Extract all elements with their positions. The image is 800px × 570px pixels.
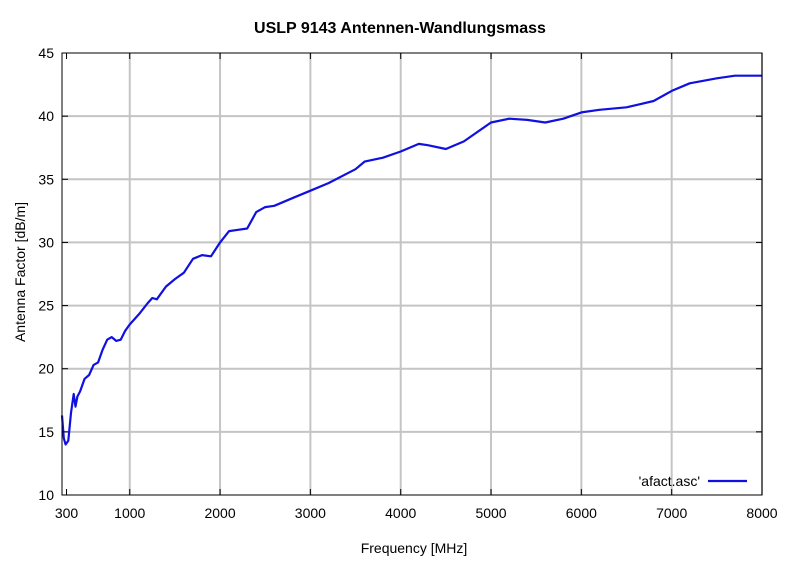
- y-tick-label: 30: [38, 234, 54, 250]
- x-tick-label: 3000: [295, 505, 326, 521]
- y-tick-label: 45: [38, 45, 54, 61]
- y-axis-label: Antenna Factor [dB/m]: [12, 202, 28, 342]
- y-tick-label: 20: [38, 361, 54, 377]
- x-tick-label: 7000: [656, 505, 687, 521]
- x-tick-label: 4000: [385, 505, 416, 521]
- x-axis-label: Frequency [MHz]: [361, 540, 468, 556]
- x-tick-label: 2000: [204, 505, 235, 521]
- x-tick-label: 300: [55, 505, 79, 521]
- legend-label: 'afact.asc': [639, 473, 700, 489]
- plot-background: [62, 53, 762, 495]
- y-tick-label: 25: [38, 298, 54, 314]
- x-tick-label: 5000: [475, 505, 506, 521]
- series-line: [60, 74, 762, 446]
- x-tick-label: 1000: [114, 505, 145, 521]
- ticks-layer: 300 1000 2000 3000 4000 5000 6000 7000 8000 10 15 2…: [38, 45, 777, 521]
- y-tick-label: 15: [38, 424, 54, 440]
- legend: 'afact.asc': [639, 473, 747, 489]
- plot-area: [62, 53, 762, 495]
- y-tick-label: 40: [38, 108, 54, 124]
- x-tick-label: 8000: [746, 505, 777, 521]
- x-tick-label: 6000: [566, 505, 597, 521]
- series-layer: [60, 74, 762, 446]
- gridlines: [62, 53, 763, 495]
- chart-title: USLP 9143 Antennen-Wandlungsmass: [254, 20, 546, 37]
- plot-frame: [61, 52, 763, 496]
- y-tick-label: 10: [38, 487, 54, 503]
- y-tick-label: 35: [38, 171, 54, 187]
